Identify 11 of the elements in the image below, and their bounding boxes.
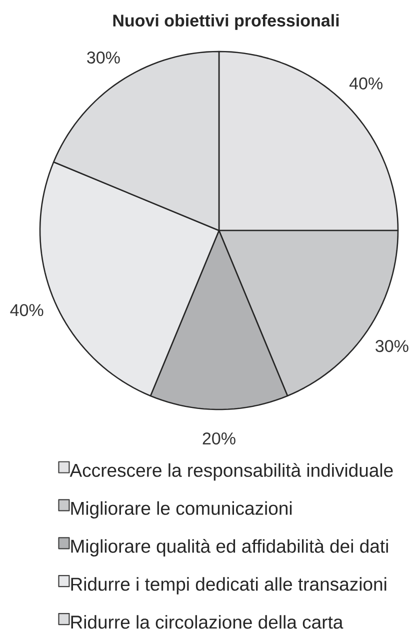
legend-label: Migliorare le comunicazioni [71, 501, 292, 519]
legend-label: Ridurre la circolazione della carta [71, 615, 344, 629]
data-label: 20% [202, 432, 236, 445]
data-label: 40% [10, 304, 44, 316]
chart-title: Nuovi obiettivi professionali [113, 14, 339, 30]
data-label: 30% [87, 52, 120, 64]
legend-label: Migliorare qualità ed affidabilità dei dati [71, 539, 388, 556]
data-label: 40% [349, 77, 382, 90]
legend-label: Accrescere la responsabilità individuale [70, 463, 393, 481]
legend-label: Ridurre i tempi dedicati alle transazioni [71, 577, 386, 594]
data-label: 30% [376, 340, 408, 352]
